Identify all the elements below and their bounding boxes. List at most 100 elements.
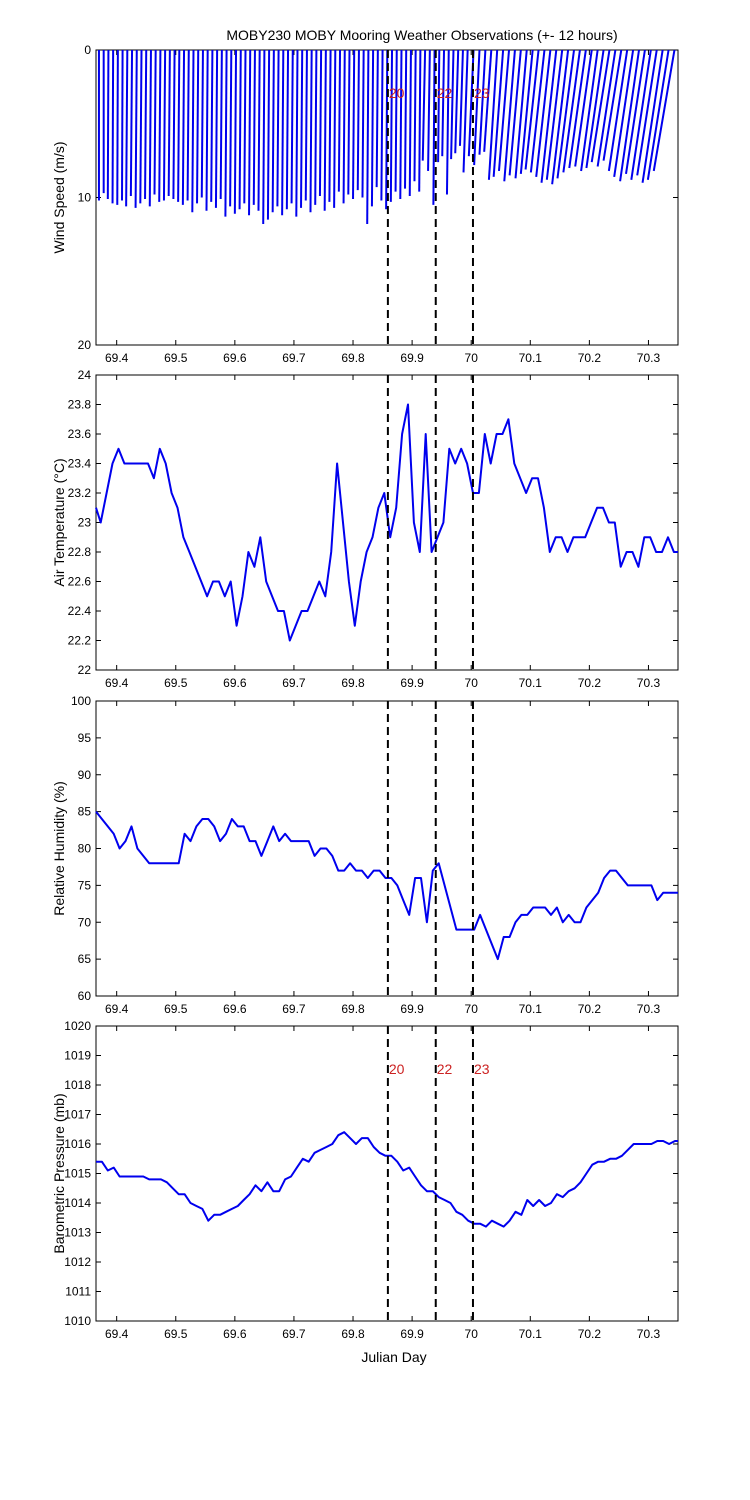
wind-stick (125, 49, 129, 207)
x-tick-label: 70.2 (578, 1002, 602, 1016)
wind-stick (153, 49, 157, 195)
wind-stick (139, 49, 143, 204)
x-tick-label: 69.8 (341, 1327, 365, 1341)
wind-stick (437, 49, 441, 163)
wind-stick (328, 49, 332, 202)
x-tick-label: 69.9 (400, 1002, 424, 1016)
wind-stick (200, 49, 204, 198)
marker-label: 22 (437, 1061, 453, 1077)
x-tick-label: 70.2 (578, 676, 602, 690)
x-tick-label: 69.8 (341, 676, 365, 690)
y-tick-label: 23 (78, 516, 92, 530)
wind-stick (290, 49, 294, 204)
marker-label: 23 (474, 1061, 490, 1077)
y-tick-label: 70 (78, 915, 92, 929)
y-tick-label: 1018 (64, 1078, 91, 1092)
x-tick-label: 70.1 (519, 676, 543, 690)
wind-stick (432, 49, 436, 205)
x-tick-label: 69.6 (223, 1002, 247, 1016)
panels: 69.4 69.5 69.6 69.7 69.8 69.9 70 70.1 70.2 70.3 0 1… (51, 43, 679, 1341)
wind-stick (458, 49, 464, 146)
wind-stick (625, 49, 646, 175)
wind-stick (441, 49, 446, 157)
wind-stick (613, 49, 635, 177)
wind-stick (262, 49, 266, 225)
x-tick-label: 69.9 (400, 676, 424, 690)
series-line (95, 403, 678, 642)
wind-stick (529, 49, 546, 173)
wind-stick (191, 49, 195, 213)
wind-stick (111, 49, 115, 204)
x-tick-label: 69.6 (223, 351, 247, 365)
y-tick-label: 10 (78, 191, 92, 205)
wind-stick (375, 49, 379, 188)
x-tick-label: 69.7 (282, 351, 306, 365)
wind-stick (120, 49, 124, 201)
wind-stick (636, 49, 658, 176)
x-tick-label: 70.2 (578, 1327, 602, 1341)
wind-stick (356, 49, 360, 191)
panel-3: 69.4 69.5 69.6 69.7 69.8 69.9 70 70.1 70.2 70.3 60… (51, 694, 679, 1016)
wind-stick (607, 49, 629, 172)
x-tick-label: 70 (465, 676, 479, 690)
wind-stick (551, 49, 570, 185)
x-tick-label: 70.3 (637, 676, 661, 690)
wind-stick (545, 49, 564, 180)
y-tick-label: 22.2 (68, 634, 92, 648)
wind-stick (497, 49, 511, 172)
wind-stick (619, 49, 640, 182)
x-tick-label: 70.1 (519, 1002, 543, 1016)
wind-stick (524, 49, 540, 170)
wind-stick (158, 49, 162, 202)
x-tick-label: 70.3 (637, 1327, 661, 1341)
x-tick-label: 69.7 (282, 676, 306, 690)
y-tick-label: 24 (78, 368, 92, 382)
wind-stick (219, 49, 223, 199)
wind-stick (421, 49, 427, 161)
x-tick-label: 70 (465, 1327, 479, 1341)
x-tick-label: 69.4 (105, 351, 129, 365)
y-tick-label: 1013 (64, 1226, 91, 1240)
marker-label: 20 (389, 85, 405, 101)
y-tick-label: 0 (84, 43, 91, 57)
wind-stick (585, 49, 605, 169)
x-axis-label: Julian Day (361, 1349, 426, 1365)
wind-stick (300, 49, 304, 208)
x-tick-label: 69.6 (223, 1327, 247, 1341)
wind-stick (366, 49, 370, 225)
wind-stick (602, 49, 623, 161)
wind-stick (370, 49, 375, 207)
x-tick-label: 70.1 (519, 351, 543, 365)
wind-stick (540, 49, 558, 183)
x-tick-label: 69.8 (341, 1002, 365, 1016)
wind-stick (210, 49, 214, 202)
wind-stick (129, 49, 134, 197)
y-tick-label: 1012 (64, 1255, 91, 1269)
y-tick-label: 65 (78, 952, 92, 966)
wind-stick (519, 49, 534, 174)
x-tick-label: 69.6 (223, 676, 247, 690)
wind-stick (116, 49, 119, 205)
x-tick-label: 69.5 (164, 351, 188, 365)
wind-stick (394, 49, 398, 192)
wind-stick (399, 49, 403, 199)
wind-stick (276, 49, 280, 207)
wind-stick (347, 49, 351, 195)
wind-stick (508, 49, 522, 176)
y-tick-label: 22.6 (68, 575, 92, 589)
wind-stick (252, 49, 256, 205)
wind-stick (404, 49, 408, 189)
wind-stick (243, 49, 247, 204)
wind-stick (281, 49, 285, 216)
wind-stick (514, 49, 528, 179)
y-tick-label: 90 (78, 768, 92, 782)
x-tick-label: 70 (465, 1002, 479, 1016)
wind-stick (295, 49, 299, 217)
x-tick-label: 69.7 (282, 1002, 306, 1016)
y-tick-label: 1015 (64, 1167, 91, 1181)
wind-stick (323, 49, 327, 211)
wind-stick (309, 49, 313, 213)
y-tick-label: 1010 (64, 1314, 91, 1328)
y-tick-label: 85 (78, 805, 92, 819)
x-tick-label: 70.2 (578, 351, 602, 365)
